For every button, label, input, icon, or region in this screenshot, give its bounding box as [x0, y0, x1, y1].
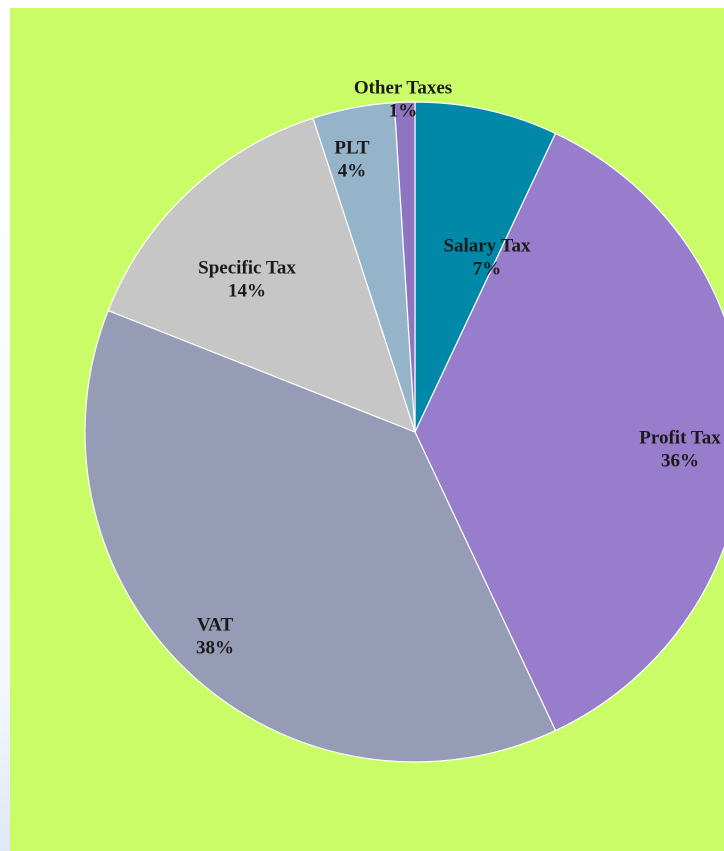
slice-value: 1% — [389, 100, 418, 121]
slice-label: Profit Tax — [639, 427, 721, 448]
slice-label: Other Taxes — [354, 77, 452, 98]
slice-label: Salary Tax — [443, 235, 531, 256]
slice-label: Specific Tax — [198, 257, 296, 278]
pie-slice — [414, 101, 557, 433]
pie-slice — [393, 101, 416, 433]
pie — [84, 101, 724, 763]
slice-value: 4% — [338, 160, 367, 181]
slice-label: PLT — [334, 137, 370, 158]
slice-value: 36% — [661, 450, 699, 471]
slice-value: 7% — [473, 258, 502, 279]
pie-slice — [84, 309, 557, 763]
slice-label: VAT — [197, 614, 234, 635]
slice-value: 38% — [196, 637, 234, 658]
pie-slice — [414, 132, 724, 732]
slice-value: 14% — [228, 280, 266, 301]
